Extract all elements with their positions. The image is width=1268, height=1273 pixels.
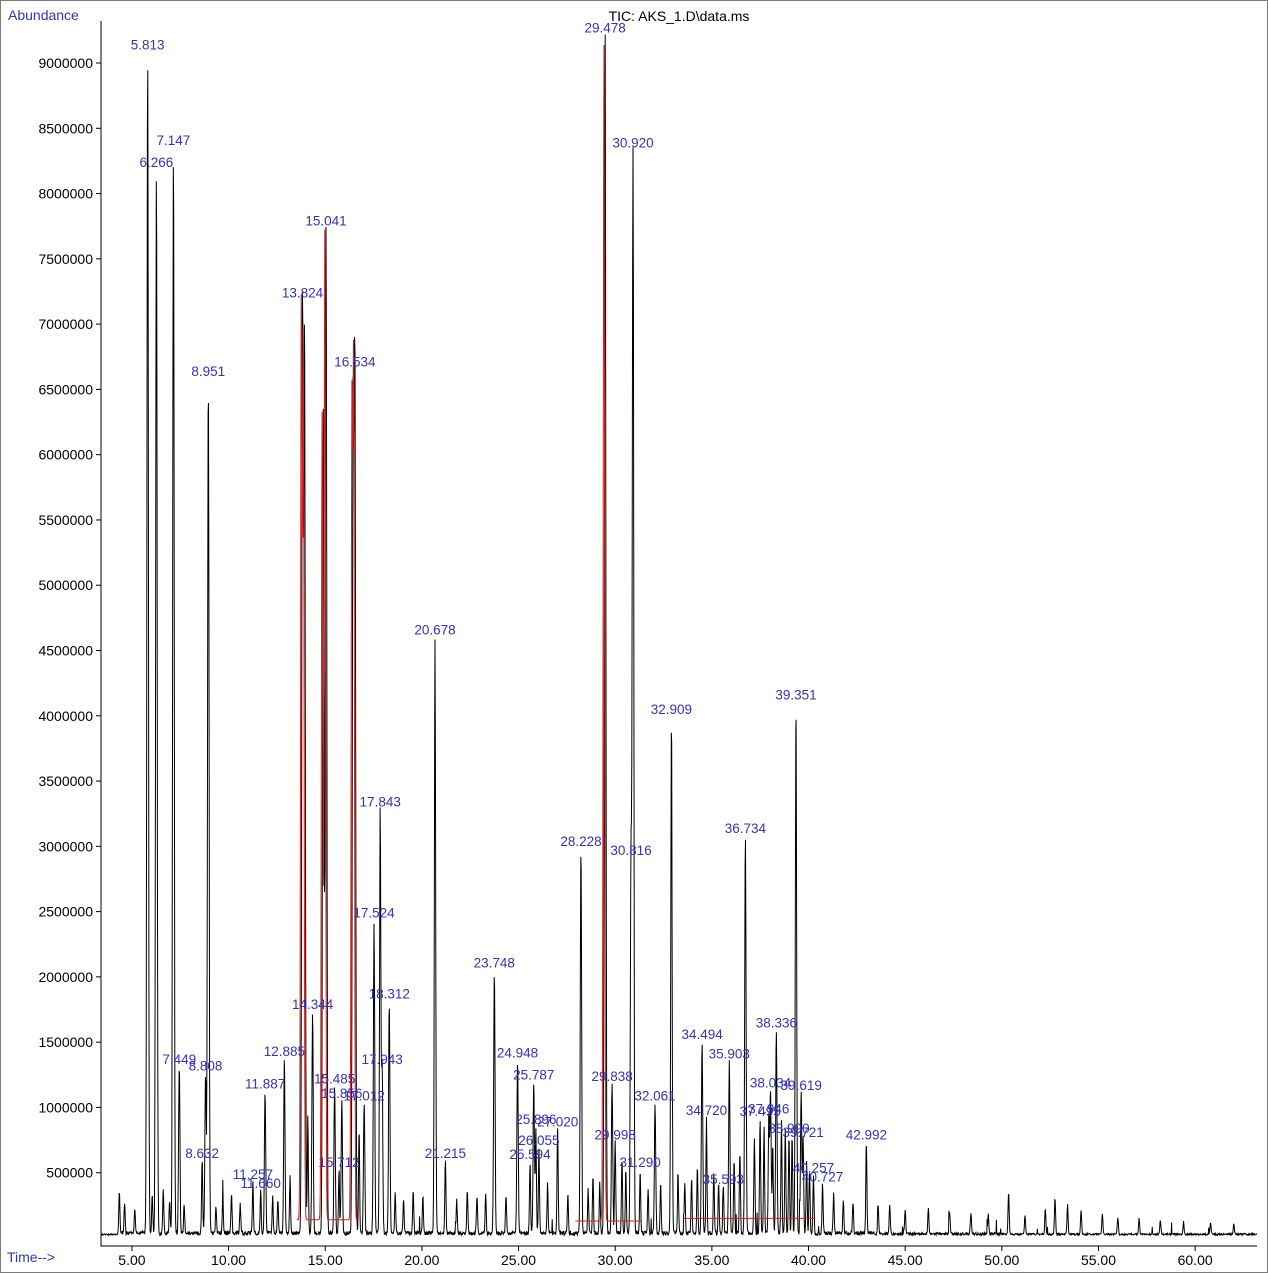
y-tick-label: 7500000	[38, 251, 93, 267]
peak-label: 15.856	[321, 1086, 362, 1101]
y-tick-label: 1500000	[38, 1034, 93, 1050]
peak-label: 15.712	[318, 1155, 359, 1170]
y-tick-label: 5000000	[38, 577, 93, 593]
y-tick-label: 6000000	[38, 447, 93, 463]
y-tick-label: 1000000	[38, 1099, 93, 1115]
peak-label: 11.257	[233, 1167, 273, 1182]
x-tick-label: 20.00	[404, 1252, 439, 1268]
peak-label: 25.787	[513, 1068, 554, 1083]
x-tick-label: 5.00	[118, 1252, 145, 1268]
y-tick-label: 3000000	[38, 838, 93, 854]
peak-label: 39.619	[781, 1078, 822, 1093]
peak-label: 35.903	[709, 1047, 750, 1062]
peak-label: 24.948	[497, 1045, 538, 1060]
peak-label: 17.524	[353, 906, 395, 921]
x-tick-label: 60.00	[1178, 1252, 1213, 1268]
y-tick-label: 3500000	[38, 773, 93, 789]
peak-label: 7.147	[157, 133, 191, 148]
peak-label: 40.257	[793, 1160, 834, 1175]
y-axis-title: Abundance	[8, 7, 79, 23]
y-tick-label: 4000000	[38, 708, 93, 724]
peak-label: 39.721	[782, 1125, 823, 1140]
x-tick-label: 15.00	[308, 1252, 343, 1268]
y-tick-label: 6500000	[38, 381, 93, 397]
peak-label: 29.998	[595, 1128, 636, 1143]
x-axis-title: Time-->	[7, 1249, 56, 1265]
y-tick-label: 4500000	[38, 643, 93, 659]
peak-label: 42.992	[846, 1128, 887, 1143]
integration-trace	[575, 44, 642, 1222]
peak-label: 16.534	[334, 355, 376, 370]
peak-label: 40.727	[802, 1169, 843, 1184]
x-tick-label: 40.00	[791, 1252, 826, 1268]
peak-label: 25.896	[515, 1112, 556, 1127]
x-tick-label: 10.00	[211, 1252, 246, 1268]
x-tick-label: 55.00	[1081, 1252, 1116, 1268]
peak-label: 27.020	[537, 1115, 578, 1130]
peak-label: 15.485	[314, 1072, 355, 1087]
peak-label: 6.266	[140, 155, 174, 170]
peak-label: 38.336	[756, 1015, 797, 1030]
peak-label: 29.478	[584, 21, 625, 36]
tic-trace	[100, 34, 1258, 1238]
peak-label: 37.495	[739, 1104, 780, 1119]
peak-label: 8.632	[185, 1146, 219, 1161]
y-tick-label: 5500000	[38, 512, 93, 528]
peak-label: 5.813	[131, 38, 165, 53]
peak-label: 8.808	[189, 1058, 223, 1073]
y-tick-label: 7000000	[38, 316, 93, 332]
x-tick-label: 45.00	[888, 1252, 923, 1268]
peak-label: 18.312	[369, 987, 410, 1002]
peak-label: 32.909	[651, 702, 692, 717]
peak-label: 11.887	[245, 1077, 285, 1092]
peak-label: 20.678	[414, 622, 455, 637]
y-tick-label: 8500000	[38, 120, 93, 136]
peak-label: 14.344	[292, 997, 334, 1012]
peak-label: 17.943	[361, 1052, 402, 1067]
peak-label: 17.843	[360, 795, 401, 810]
peak-label: 30.920	[612, 135, 653, 150]
peak-label: 8.951	[191, 364, 225, 379]
peak-label: 37.946	[748, 1102, 789, 1117]
peak-label: 28.228	[560, 834, 601, 849]
peak-label: 34.720	[686, 1103, 727, 1118]
peak-label: 13.824	[282, 286, 324, 301]
peak-label: 32.061	[634, 1088, 675, 1103]
peak-label: 38.990	[768, 1121, 809, 1136]
y-tick-label: 8000000	[38, 186, 93, 202]
peak-label: 11.660	[241, 1176, 281, 1191]
y-tick-label: 2500000	[38, 904, 93, 920]
peak-label: 25.594	[509, 1147, 551, 1162]
peak-label: 7.449	[162, 1052, 196, 1067]
peak-label: 23.748	[474, 955, 515, 970]
peak-label: 34.494	[681, 1027, 723, 1042]
peak-label: 38.034	[750, 1075, 792, 1090]
peak-label: 39.351	[775, 688, 816, 703]
x-tick-label: 30.00	[598, 1252, 633, 1268]
peak-label: 31.290	[619, 1155, 660, 1170]
peak-label: 12.885	[264, 1044, 305, 1059]
peak-label: 15.041	[305, 214, 346, 229]
peak-label: 36.734	[725, 821, 767, 836]
peak-label: 21.215	[425, 1146, 466, 1161]
x-tick-label: 25.00	[501, 1252, 536, 1268]
peak-label: 26.055	[518, 1133, 559, 1148]
y-tick-label: 9000000	[38, 55, 93, 71]
y-tick-label: 500000	[46, 1165, 93, 1181]
peak-label: 17.012	[343, 1088, 384, 1103]
x-tick-label: 35.00	[694, 1252, 729, 1268]
integration-trace	[296, 229, 359, 1221]
y-tick-label: 2000000	[38, 969, 93, 985]
peak-label: 29.838	[591, 1069, 632, 1084]
peak-label: 35.593	[703, 1172, 744, 1187]
peak-label: 30.816	[610, 843, 651, 858]
chart-title: TIC: AKS_1.D\data.ms	[608, 8, 750, 24]
x-tick-label: 50.00	[984, 1252, 1019, 1268]
